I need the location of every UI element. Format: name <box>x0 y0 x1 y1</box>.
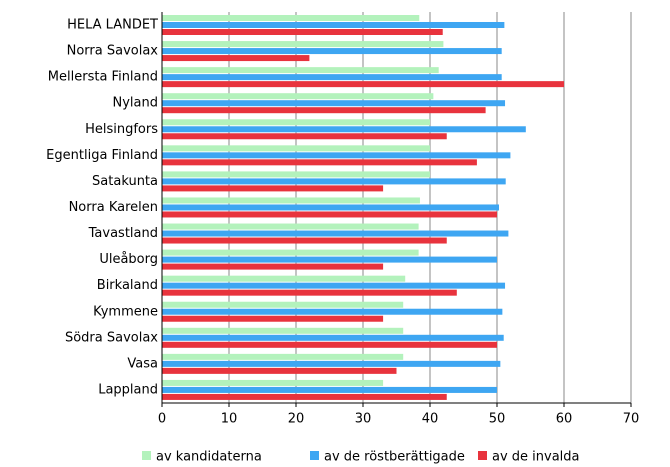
y-tick-label: Mellersta Finland <box>48 70 158 85</box>
bar <box>162 379 384 386</box>
y-tick-label: Vasa <box>127 356 158 371</box>
y-tick-label: Uleåborg <box>99 252 158 267</box>
bar <box>162 327 404 334</box>
x-tick-label: 30 <box>355 412 372 427</box>
y-tick-label: Kymmene <box>93 304 158 319</box>
bar <box>162 15 420 21</box>
bar <box>162 308 503 315</box>
bar <box>162 41 444 48</box>
bar <box>162 74 502 81</box>
bar <box>162 22 505 28</box>
x-tick-label: 10 <box>221 412 238 427</box>
y-tick-label: HELA LANDET <box>67 18 158 33</box>
y-tick-label: Södra Savolax <box>65 330 158 345</box>
bar <box>162 81 564 88</box>
bar <box>162 55 310 62</box>
bar <box>162 93 434 100</box>
bar <box>162 249 419 256</box>
bar <box>162 386 497 393</box>
bar <box>162 126 526 133</box>
y-tick-label: Helsingfors <box>85 122 158 137</box>
y-tick-label: Birkaland <box>97 278 158 293</box>
bar <box>162 107 486 114</box>
x-tick-label: 50 <box>489 412 506 427</box>
bar <box>162 152 511 159</box>
y-tick-label: Egentliga Finland <box>46 148 158 163</box>
bar <box>162 393 447 400</box>
legend-swatch <box>310 451 319 460</box>
bar <box>162 178 506 185</box>
bar <box>162 171 430 178</box>
bar <box>162 367 397 374</box>
legend-swatch <box>142 451 151 460</box>
bar <box>162 353 404 360</box>
bar <box>162 211 497 218</box>
y-tick-label: Lappland <box>98 382 158 397</box>
x-tick-label: 0 <box>158 412 166 427</box>
bar <box>162 67 439 74</box>
bar <box>162 204 500 211</box>
bar <box>162 263 384 270</box>
bar <box>162 289 457 296</box>
bar <box>162 341 497 348</box>
y-tick-label: Norra Savolax <box>67 44 159 59</box>
bar <box>162 119 430 126</box>
y-tick-label: Nyland <box>113 96 159 111</box>
bar <box>162 230 509 237</box>
bar <box>162 282 506 289</box>
bar <box>162 197 420 204</box>
bar <box>162 100 506 107</box>
legend-swatch <box>478 451 487 460</box>
bar <box>162 133 447 140</box>
bar <box>162 48 502 55</box>
bar <box>162 223 419 230</box>
y-tick-label: Norra Karelen <box>69 200 158 215</box>
x-tick-label: 70 <box>623 412 640 427</box>
legend-label: av de röstberättigade <box>324 450 465 465</box>
bar <box>162 29 443 35</box>
bar <box>162 275 406 282</box>
bar <box>162 185 384 192</box>
x-tick-label: 40 <box>422 412 439 427</box>
bar <box>162 334 504 341</box>
bar <box>162 159 477 166</box>
bar <box>162 256 497 263</box>
bar <box>162 315 384 322</box>
bar <box>162 237 447 244</box>
bar <box>162 145 430 152</box>
y-tick-label: Tavastland <box>88 226 158 241</box>
y-tick-label: Satakunta <box>92 174 158 189</box>
legend-label: av de invalda <box>492 450 580 465</box>
legend-label: av kandidaterna <box>156 450 262 465</box>
bar <box>162 301 404 308</box>
x-tick-label: 60 <box>556 412 573 427</box>
bar <box>162 360 501 367</box>
x-tick-label: 20 <box>288 412 305 427</box>
